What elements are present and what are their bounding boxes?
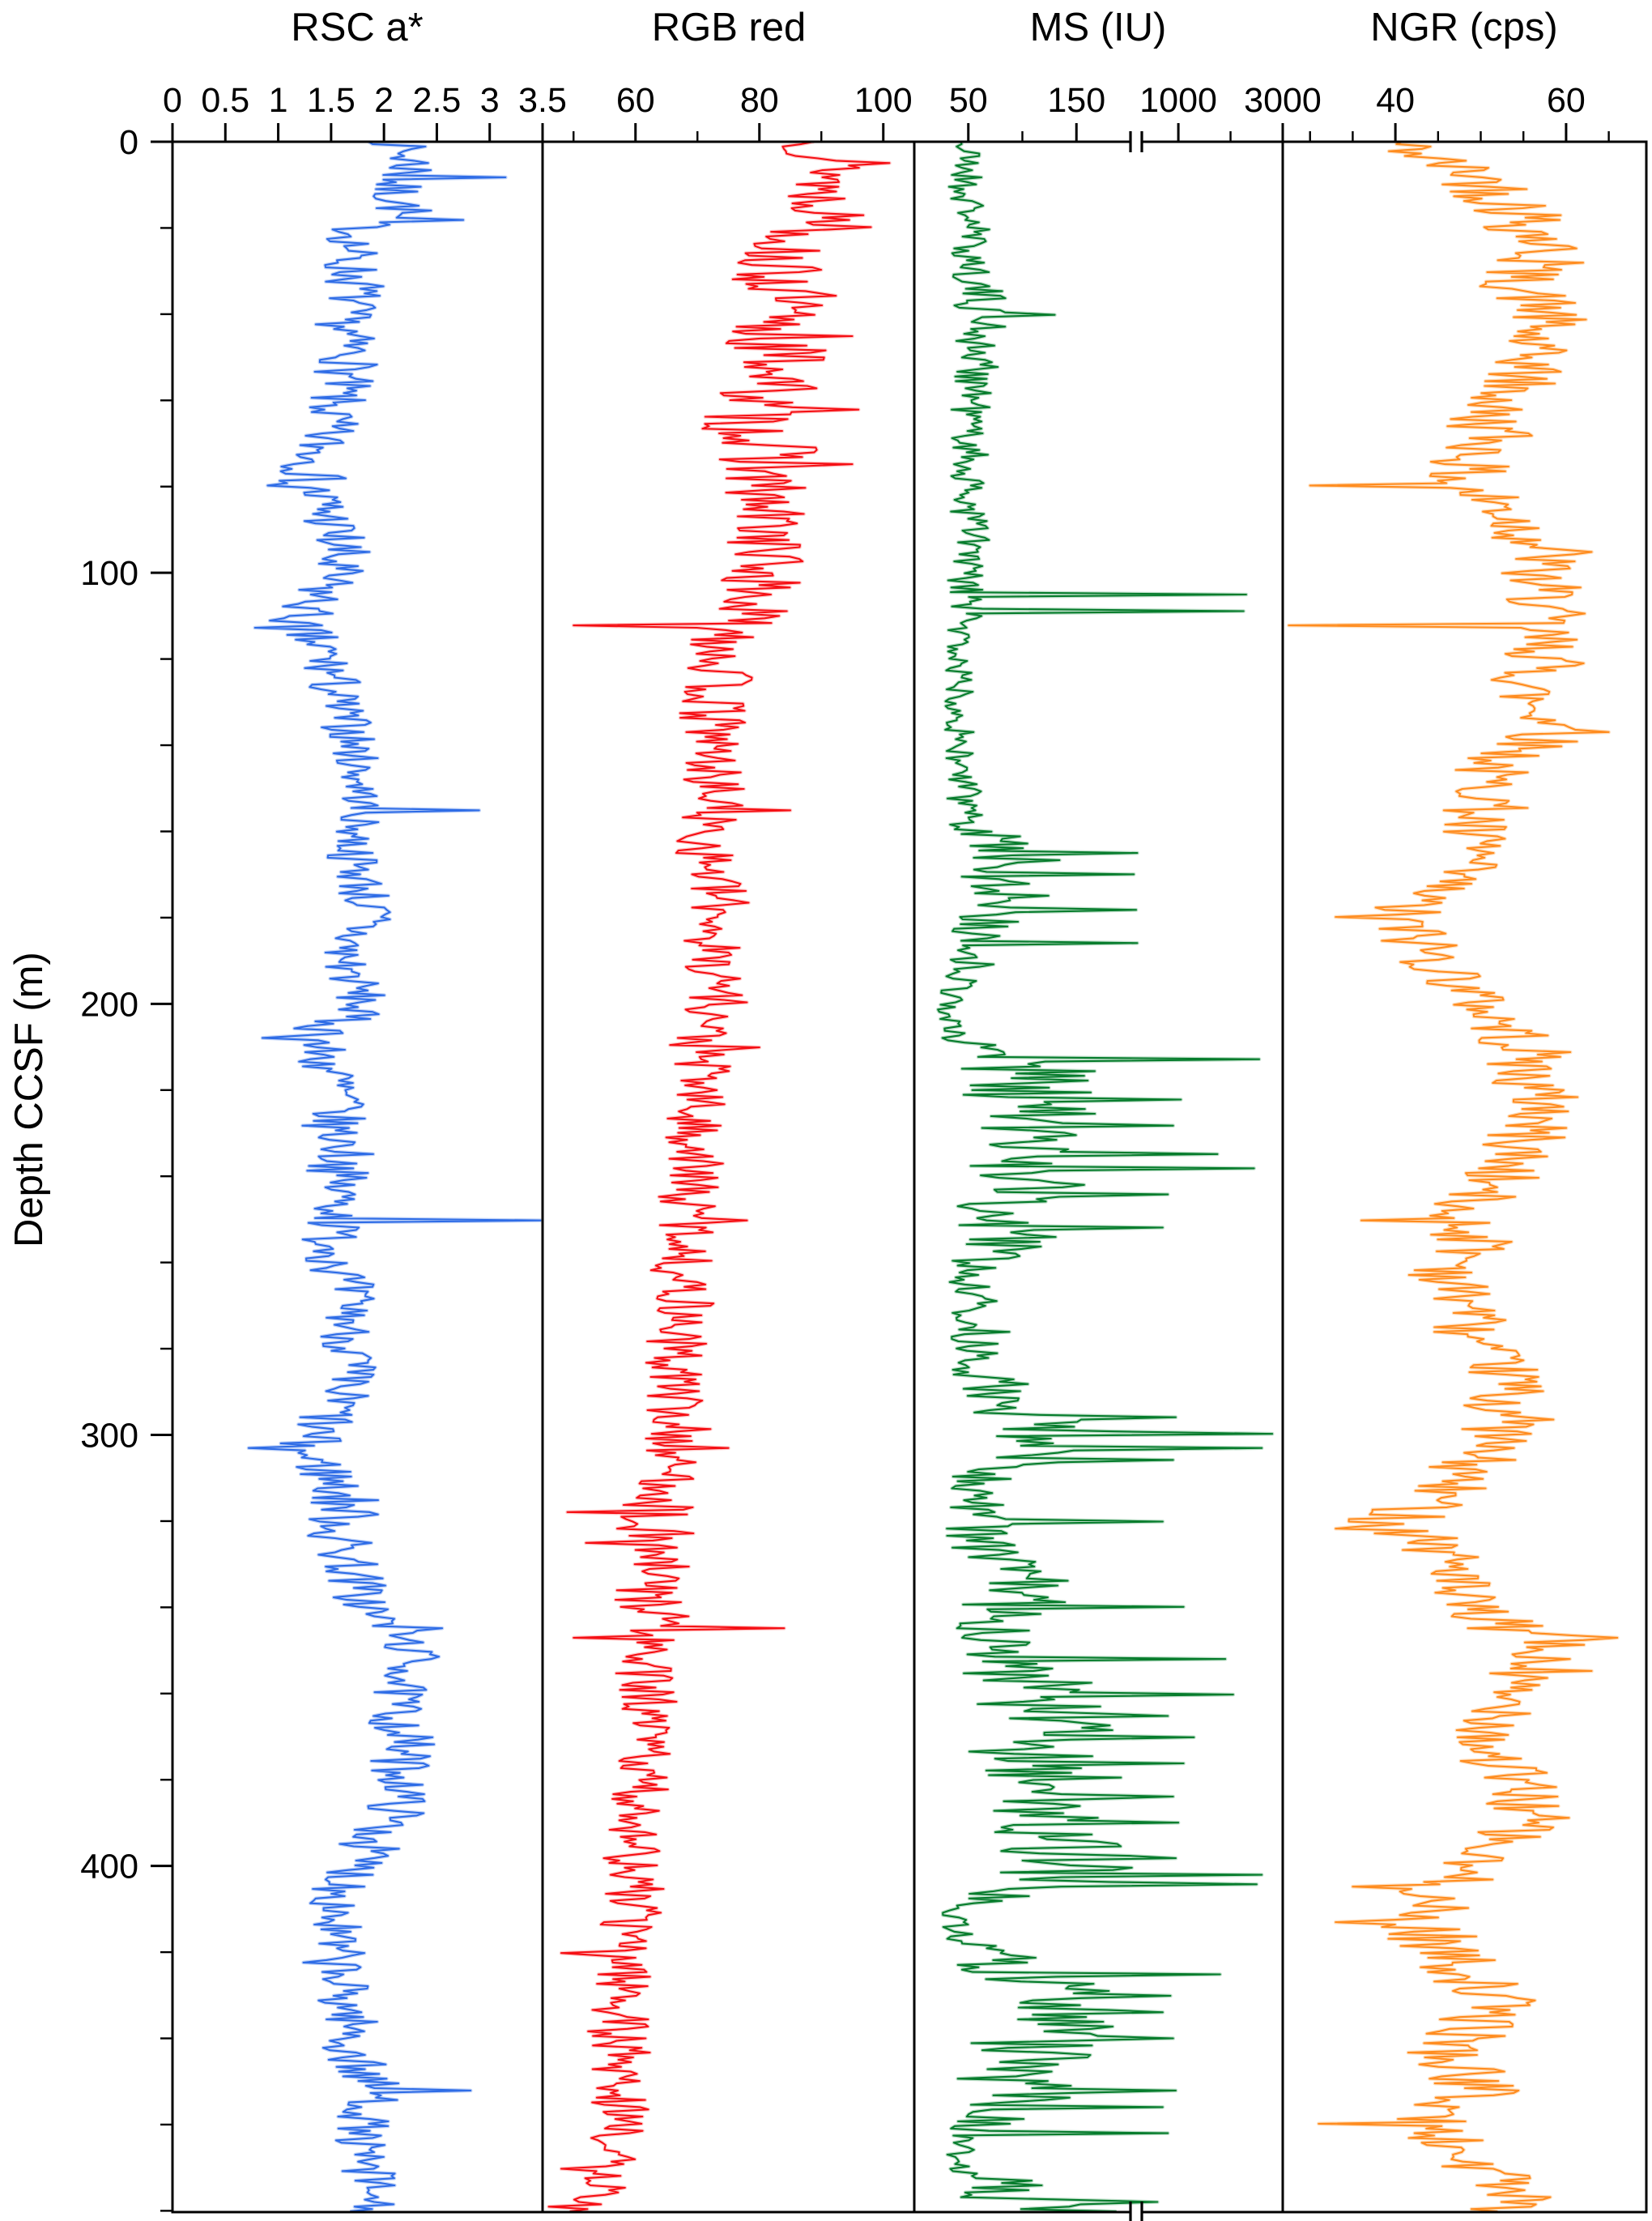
ms-tick-label: 1000 xyxy=(1139,81,1217,120)
ngr-tick-label: 60 xyxy=(1547,81,1586,120)
rsc-tick-label: 0 xyxy=(163,81,182,120)
rgb-tick-label: 100 xyxy=(854,81,913,120)
panel-title-rgb: RGB red xyxy=(651,6,807,49)
ms-tick-label: 150 xyxy=(1047,81,1105,120)
depth-tick-label: 400 xyxy=(80,1848,138,1886)
depth-tick-label: 0 xyxy=(119,123,138,162)
rgb-tick-label: 80 xyxy=(740,81,779,120)
panel-title-ngr: NGR (cps) xyxy=(1370,6,1558,49)
ms-tick-label: 3000 xyxy=(1244,81,1322,120)
rgb-tick-label: 60 xyxy=(616,81,655,120)
depth-axis-title: Depth CCSF (m) xyxy=(7,952,51,1247)
panel-curve-group-rsc xyxy=(246,143,542,2211)
depth-axis: 0 100 200 300 400 xyxy=(80,123,172,2212)
panel-curve-group-ngr xyxy=(1287,143,1620,2211)
rsc-tick-label: 2 xyxy=(374,81,394,120)
rsc-tick-label: 1 xyxy=(269,81,288,120)
panel-title-ms: MS (IU) xyxy=(1029,6,1167,49)
ngr-curve xyxy=(1288,143,1619,2211)
ms-tick-label: 50 xyxy=(949,81,988,120)
axis-break-gap xyxy=(1130,2210,1142,2215)
top-axis-rsc: 0 0.5 1 1.5 2 2.5 3 3.5 xyxy=(163,81,567,142)
rsc-tick-label: 2.5 xyxy=(413,81,462,120)
rsc-tick-label: 0.5 xyxy=(201,81,249,120)
rsc-tick-label: 3.5 xyxy=(518,81,567,120)
top-axis-rgb: 60 80 100 xyxy=(573,81,913,142)
panel-curve-group-ms xyxy=(935,143,1275,2211)
ms-axis-break xyxy=(1129,131,1143,2221)
ms-curve xyxy=(937,143,1274,2211)
depth-tick-label: 100 xyxy=(80,554,138,593)
panel-title-rsc: RSC a* xyxy=(291,6,424,49)
depth-tick-label: 200 xyxy=(80,985,138,1024)
rsc-tick-label: 3 xyxy=(480,81,500,120)
depth-tick-label: 300 xyxy=(80,1417,138,1456)
top-axis-ngr: 40 60 xyxy=(1309,81,1610,142)
ngr-tick-label: 40 xyxy=(1376,81,1415,120)
rgb-curve xyxy=(547,143,891,2211)
top-axis-ms: 50 150 1000 3000 xyxy=(949,81,1322,142)
rsc-curve xyxy=(247,143,542,2211)
axis-break-gap xyxy=(1130,139,1142,144)
panel-curve-group-rgb xyxy=(547,143,892,2211)
rsc-tick-label: 1.5 xyxy=(307,81,356,120)
